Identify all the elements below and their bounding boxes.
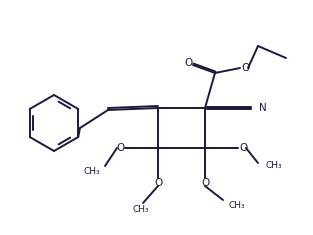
- Text: CH₃: CH₃: [228, 200, 245, 209]
- Text: CH₃: CH₃: [83, 168, 100, 176]
- Text: CH₃: CH₃: [266, 161, 283, 171]
- Text: O: O: [239, 143, 247, 153]
- Text: CH₃: CH₃: [133, 205, 149, 215]
- Text: O: O: [241, 63, 249, 73]
- Text: O: O: [116, 143, 124, 153]
- Text: O: O: [184, 58, 192, 68]
- Text: N: N: [259, 103, 267, 113]
- Text: O: O: [201, 178, 209, 188]
- Text: O: O: [154, 178, 162, 188]
